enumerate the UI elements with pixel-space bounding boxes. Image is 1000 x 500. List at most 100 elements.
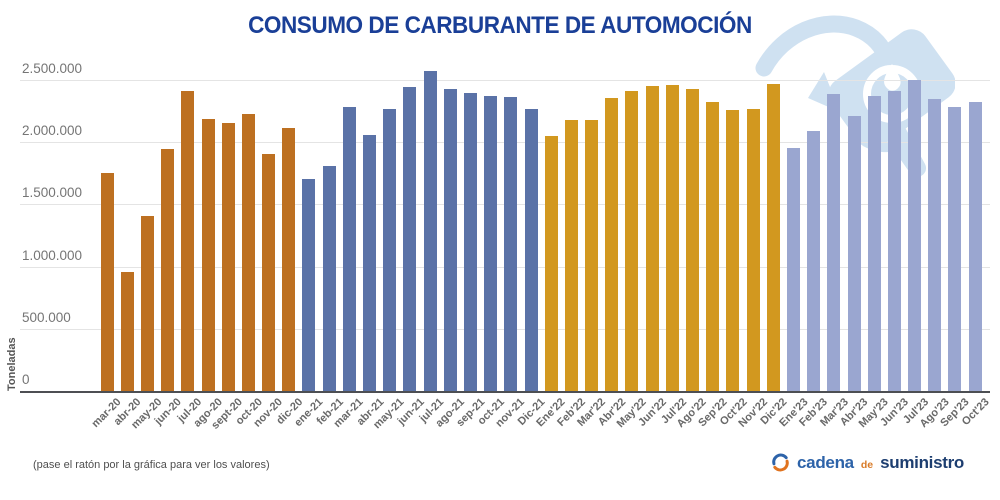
bar-Mar'22[interactable] <box>585 119 599 391</box>
logo-text-de: de <box>860 459 874 471</box>
bar-slot: dic-20 <box>274 0 305 427</box>
y-tick-label: 0 <box>22 372 30 387</box>
chart-title: CONSUMO DE CARBURANTE DE AUTOMOCIÓN <box>0 12 1000 40</box>
y-tick-label: 2.000.000 <box>22 123 83 139</box>
bar-Abr'22[interactable] <box>605 98 619 391</box>
bar-nov-20[interactable] <box>262 154 276 391</box>
y-tick-label: 2.500.000 <box>22 61 83 76</box>
chart-title-text: CONSUMO DE CARBURANTE DE AUTOMOCIÓN <box>248 12 752 39</box>
bar-slot: Ago'22 <box>675 0 709 430</box>
hover-hint-note: (pase el ratón por la gráfica para ver l… <box>33 459 270 471</box>
bar-slot: abr-21 <box>354 0 386 428</box>
bar-slot: Abr'22 <box>596 0 628 428</box>
bar-slot: Abr'23 <box>838 0 871 428</box>
bar-may-21[interactable] <box>383 109 397 391</box>
y-tick-label: 500.000 <box>22 309 71 325</box>
bar-Jul'23[interactable] <box>908 80 922 391</box>
bar-Ago'23[interactable] <box>928 98 942 391</box>
cadena-de-suministro-logo-icon <box>772 453 789 472</box>
bar-slot: Feb'23 <box>797 0 830 429</box>
bar-Mar'23[interactable] <box>827 93 841 391</box>
bar-slot: may-20 <box>129 0 164 431</box>
bar-slot: Ago'23 <box>917 0 951 430</box>
bar-slot: Nov'22 <box>736 0 770 430</box>
bar-slot: Jul'23 <box>901 0 931 426</box>
bar-slot: Dic'22 <box>759 0 790 427</box>
bar-Feb'23[interactable] <box>807 131 821 391</box>
bar-Sep'23[interactable] <box>948 106 962 391</box>
bar-Ago'22[interactable] <box>686 88 700 391</box>
bar-ene-21[interactable] <box>302 178 316 391</box>
bar-slot: Jul'22 <box>659 0 689 426</box>
bar-abr-21[interactable] <box>363 134 377 391</box>
bar-Oct'23[interactable] <box>968 102 982 391</box>
y-tick-label: 1.500.000 <box>22 185 83 201</box>
bar-May'22[interactable] <box>625 91 639 391</box>
bar-jul-21[interactable] <box>423 70 437 391</box>
bar-slot: abr-20 <box>112 0 144 428</box>
bar-slot: mar-21 <box>332 0 366 430</box>
bar-oct-20[interactable] <box>241 114 255 391</box>
bar-slot: may-21 <box>371 0 406 431</box>
bar-abr-20[interactable] <box>120 271 134 391</box>
y-axis-title: Toneladas <box>6 337 18 391</box>
bar-slot: oct-20 <box>234 0 265 427</box>
bar-may-20[interactable] <box>140 215 154 391</box>
bar-slot: ago-21 <box>433 0 467 430</box>
bar-Sep'22[interactable] <box>706 101 720 391</box>
bar-slot: Oct'22 <box>718 0 749 428</box>
logo-text-cadena: cadena <box>797 452 854 472</box>
bar-Abr'23[interactable] <box>847 116 861 391</box>
bar-Jun'23[interactable] <box>887 90 901 391</box>
bar-feb-21[interactable] <box>322 165 336 391</box>
bar-slot: Sep'23 <box>938 0 972 429</box>
bar-slot: sep-21 <box>454 0 487 429</box>
logo-text-suministro: suministro <box>880 452 964 472</box>
bar-sep-21[interactable] <box>463 93 477 391</box>
bar-slot: sept-20 <box>209 0 245 432</box>
bar-dic-20[interactable] <box>282 127 296 391</box>
bar-Dic'22[interactable] <box>766 84 780 391</box>
bar-Nov'22[interactable] <box>746 109 760 391</box>
bar-Jun'22[interactable] <box>645 85 659 391</box>
bar-nov-21[interactable] <box>504 97 518 391</box>
bar-oct-21[interactable] <box>484 95 498 391</box>
bar-slot: Feb'22 <box>555 0 588 429</box>
bar-slot: feb-21 <box>314 0 346 427</box>
bar-ago-21[interactable] <box>443 89 457 391</box>
bar-slot: Jun'23 <box>878 0 911 429</box>
bar-jun-20[interactable] <box>161 149 175 391</box>
bar-Jul'22[interactable] <box>665 84 679 391</box>
bar-slot: Oct'23 <box>960 0 992 428</box>
bar-jun-21[interactable] <box>403 87 417 391</box>
cadena-de-suministro-logo[interactable]: cadena de suministro <box>770 452 964 473</box>
bar-slot: May'22 <box>614 0 649 430</box>
bar-Oct'22[interactable] <box>726 109 740 391</box>
gridline-2.500.000 <box>20 80 990 81</box>
bar-slot: jun-21 <box>395 0 426 427</box>
bar-mar-21[interactable] <box>342 106 356 391</box>
bar-Dic-21[interactable] <box>524 108 538 391</box>
bar-slot: Ene'22 <box>535 0 568 429</box>
bar-slot: May'23 <box>857 0 891 430</box>
bar-sept-20[interactable] <box>221 122 235 391</box>
bar-slot: Mar'22 <box>575 0 608 429</box>
bar-slot: Mar'23 <box>818 0 850 429</box>
bar-Feb'22[interactable] <box>564 119 578 391</box>
x-axis-line <box>20 391 990 393</box>
bar-mar-20[interactable] <box>100 173 114 391</box>
y-tick-label: 1.000.000 <box>22 247 83 263</box>
bar-slot: jun-20 <box>153 0 184 427</box>
bar-ago-20[interactable] <box>201 118 215 391</box>
bar-slot: nov-20 <box>252 0 285 430</box>
bar-slot: Jun'22 <box>636 0 669 429</box>
bar-slot: nov-21 <box>494 0 527 430</box>
bar-Ene'22[interactable] <box>544 135 558 391</box>
bar-slot: Ene'23 <box>777 0 810 429</box>
bar-jul-20[interactable] <box>181 91 195 391</box>
bar-slot: jul-21 <box>418 0 447 425</box>
bar-slot: Dic-21 <box>516 0 548 428</box>
bar-May'23[interactable] <box>867 96 881 391</box>
bar-Ene'23[interactable] <box>786 147 800 391</box>
